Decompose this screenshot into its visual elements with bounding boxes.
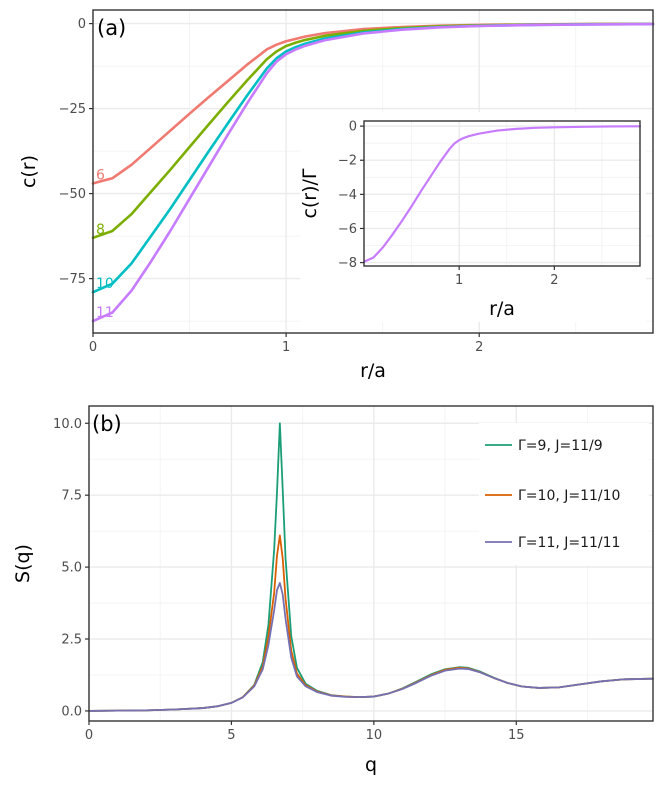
panel-a-frame — [92, 9, 654, 334]
panel-a-inset-x-tick-label: 1 — [455, 273, 463, 288]
panel-b-legend-label-3: Γ=11, J=11/11 — [518, 535, 620, 551]
panel-a-series-line-4 — [91, 22, 655, 323]
panel-a-inset-y-tick-label: 0 — [349, 120, 357, 135]
panel-b-y-tick-label: 5.0 — [61, 561, 82, 576]
panel-a-inset-frame — [363, 120, 641, 267]
panel-a-y-tick-label: −75 — [59, 272, 86, 287]
panel-a-inset-x-axis-title: r/a — [489, 298, 515, 320]
panel-b-x-tick-label: 10 — [366, 728, 383, 743]
panel-a-y-axis-title: c(r) — [18, 155, 40, 188]
panel-a-x-tick-label: 0 — [89, 340, 97, 355]
panel-b-x-tick-label: 0 — [85, 728, 93, 743]
panel-b-y-tick-label: 10.0 — [53, 417, 82, 432]
panel-a-series-label-6: 6 — [96, 167, 105, 183]
panel-a-series-label-8: 8 — [96, 222, 105, 238]
panel-a-series-label-10: 10 — [96, 276, 114, 292]
panel-a-inset-x-tick-label: 2 — [550, 273, 558, 288]
panel-b-legend: Γ=9, J=11/9 Γ=10, J=11/10 Γ=11, J=11/11 — [479, 423, 649, 565]
panel-a-label: (a) — [97, 16, 126, 40]
panel-a-inset-plot-area — [364, 121, 640, 266]
panel-b: 0 5 10 15 0.0 2.5 5.0 7.5 10.0 q S(q) (b) Γ=9, J=11/… — [12, 405, 654, 776]
panel-b-x-tick-label: 5 — [227, 728, 235, 743]
panel-a-inset-y-tick-label: −4 — [338, 188, 357, 203]
panel-a-y-tick-label: −25 — [59, 102, 86, 117]
panel-b-legend-label-1: Γ=9, J=11/9 — [518, 438, 603, 454]
panel-a-inset: 1 2 0 −2 −4 −6 −8 r/a c(r)/Γ — [299, 112, 646, 322]
panel-b-y-tick-label: 7.5 — [61, 489, 82, 504]
panel-a-inset-y-tick-label: −8 — [338, 256, 357, 271]
panel-b-x-tick-label: 15 — [508, 728, 525, 743]
panel-a-inset-y-axis-title: c(r)/Γ — [299, 168, 321, 218]
panel-a-x-tick-label: 1 — [282, 340, 290, 355]
panel-b-y-tick-label: 2.5 — [61, 633, 82, 648]
panel-a-inset-y-tick-label: −2 — [338, 154, 357, 169]
panel-a-inset-y-tick-label: −6 — [338, 222, 357, 237]
panel-b-frame — [88, 405, 654, 722]
panel-a-y-tick-label: −50 — [59, 187, 86, 202]
panel-b-y-axis-title: S(q) — [12, 544, 34, 583]
panel-b-y-tick-label: 0.0 — [61, 704, 82, 719]
panel-b-label: (b) — [92, 412, 122, 436]
panel-b-x-axis-title: q — [365, 754, 377, 776]
panel-a-y-tick-label: 0 — [78, 17, 86, 32]
panel-a-x-tick-label: 2 — [475, 340, 483, 355]
panel-b-legend-label-2: Γ=10, J=11/10 — [518, 488, 620, 504]
panel-b-series-line-3 — [88, 582, 654, 712]
panel-a-x-axis-title: r/a — [360, 360, 386, 382]
panel-a-inset-series-line-1 — [362, 125, 642, 263]
panel-a-series-label-11: 11 — [96, 305, 114, 321]
